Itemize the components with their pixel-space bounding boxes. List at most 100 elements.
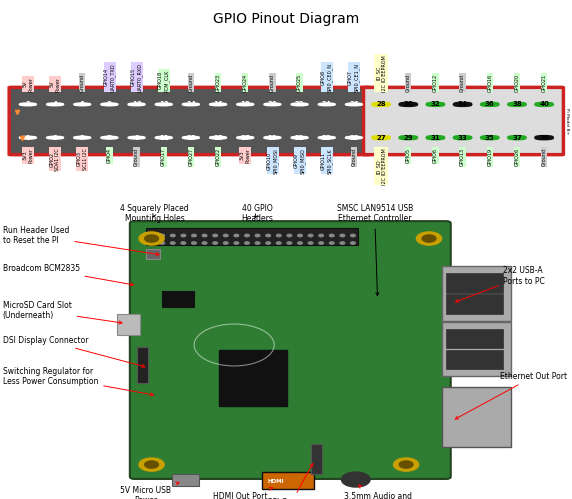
Circle shape	[319, 137, 335, 139]
Text: GPIO10
SPI0_MOSI: GPIO10 SPI0_MOSI	[267, 148, 278, 174]
Circle shape	[266, 242, 271, 244]
Circle shape	[183, 137, 199, 139]
Circle shape	[427, 103, 443, 105]
Text: Pi Model B+: Pi Model B+	[566, 108, 569, 134]
Circle shape	[74, 137, 90, 139]
Circle shape	[455, 137, 471, 139]
Text: Ground: Ground	[188, 73, 193, 92]
Circle shape	[210, 103, 226, 105]
Text: 36: 36	[485, 101, 495, 107]
Text: GPIO Pinout Diagram: GPIO Pinout Diagram	[213, 12, 359, 26]
Text: 3: 3	[53, 135, 58, 141]
Circle shape	[47, 103, 63, 105]
Text: MicroSD Card Slot
(Underneath): MicroSD Card Slot (Underneath)	[3, 301, 122, 324]
Circle shape	[234, 242, 239, 244]
Text: Ground: Ground	[406, 73, 411, 92]
Text: GPIO4: GPIO4	[107, 148, 112, 163]
Circle shape	[149, 242, 154, 244]
FancyBboxPatch shape	[146, 228, 358, 245]
Circle shape	[427, 137, 443, 139]
Text: GPIO20: GPIO20	[514, 73, 519, 92]
Text: 5V Micro USB
Power: 5V Micro USB Power	[120, 482, 179, 499]
Circle shape	[156, 103, 172, 105]
Circle shape	[101, 137, 117, 139]
Circle shape	[192, 242, 196, 244]
Text: GPIO7
SPI0_CE1_N: GPIO7 SPI0_CE1_N	[348, 62, 360, 92]
Circle shape	[346, 137, 362, 139]
Text: 3V3
Power: 3V3 Power	[22, 148, 33, 163]
Circle shape	[455, 103, 471, 105]
Circle shape	[400, 103, 416, 105]
Circle shape	[373, 103, 389, 105]
Circle shape	[482, 103, 498, 105]
Circle shape	[192, 235, 196, 237]
Text: 4 Squarely Placed
Mounting Holes: 4 Squarely Placed Mounting Holes	[120, 204, 189, 224]
Circle shape	[509, 103, 525, 105]
FancyBboxPatch shape	[9, 87, 370, 155]
Circle shape	[340, 235, 345, 237]
Text: 23: 23	[322, 135, 332, 141]
Circle shape	[297, 242, 302, 244]
Circle shape	[160, 235, 165, 237]
Text: ID_SD
I2C ID EEPROM: ID_SD I2C ID EEPROM	[375, 148, 387, 185]
Circle shape	[482, 137, 498, 139]
Circle shape	[181, 235, 186, 237]
Circle shape	[297, 235, 302, 237]
Circle shape	[156, 137, 172, 139]
Circle shape	[266, 235, 271, 237]
Circle shape	[20, 103, 36, 105]
Text: Ground: Ground	[460, 73, 465, 92]
Text: 2x2 USB-A
Ports to PC: 2x2 USB-A Ports to PC	[455, 266, 545, 302]
Text: 21: 21	[295, 135, 304, 141]
Circle shape	[237, 103, 253, 105]
Circle shape	[181, 242, 186, 244]
Circle shape	[287, 235, 292, 237]
Text: 8: 8	[107, 101, 112, 107]
Circle shape	[416, 232, 442, 245]
Text: 6: 6	[80, 101, 85, 107]
Circle shape	[47, 137, 63, 139]
Text: 15: 15	[213, 135, 223, 141]
Text: 33: 33	[458, 135, 467, 141]
Circle shape	[422, 235, 436, 242]
Circle shape	[340, 242, 345, 244]
Text: 34: 34	[458, 101, 467, 107]
Text: 30: 30	[403, 101, 413, 107]
Text: 19: 19	[268, 135, 277, 141]
Text: 17: 17	[240, 135, 250, 141]
FancyBboxPatch shape	[364, 87, 563, 155]
Circle shape	[255, 235, 260, 237]
Circle shape	[351, 235, 355, 237]
FancyBboxPatch shape	[117, 314, 140, 335]
Text: Ground: Ground	[270, 73, 275, 92]
Text: ID_SC
I2C ID EEPROM: ID_SC I2C ID EEPROM	[375, 55, 387, 92]
Text: GPIO18
PCM_CLK: GPIO18 PCM_CLK	[158, 69, 169, 92]
Circle shape	[145, 235, 158, 242]
Circle shape	[264, 103, 280, 105]
Text: 3V3
Power: 3V3 Power	[240, 148, 251, 163]
Text: Ground: Ground	[542, 148, 547, 166]
FancyBboxPatch shape	[442, 387, 511, 447]
Text: GPIO26: GPIO26	[514, 148, 519, 166]
Circle shape	[237, 137, 253, 139]
Circle shape	[245, 242, 249, 244]
Text: HDMI: HDMI	[268, 479, 285, 484]
Text: GPIO19: GPIO19	[487, 148, 492, 166]
Text: GPIO9
SPI0_MISO: GPIO9 SPI0_MISO	[294, 148, 305, 174]
Text: 35: 35	[485, 135, 495, 141]
Text: 13: 13	[186, 135, 196, 141]
Text: Ethernet Out Port: Ethernet Out Port	[455, 372, 567, 419]
Text: 32: 32	[431, 101, 440, 107]
Text: GPIO12: GPIO12	[433, 73, 438, 92]
Text: 22: 22	[295, 101, 304, 107]
Circle shape	[292, 103, 308, 105]
Circle shape	[74, 103, 90, 105]
Circle shape	[319, 103, 335, 105]
Text: 20: 20	[268, 101, 277, 107]
Text: SMSC LAN9514 USB
Ethernet Controller: SMSC LAN9514 USB Ethernet Controller	[336, 204, 413, 295]
FancyBboxPatch shape	[262, 472, 313, 489]
Circle shape	[210, 137, 226, 139]
Circle shape	[509, 137, 525, 139]
Text: GPIO25: GPIO25	[297, 73, 302, 92]
Text: HDMI Out Port: HDMI Out Port	[213, 487, 273, 499]
